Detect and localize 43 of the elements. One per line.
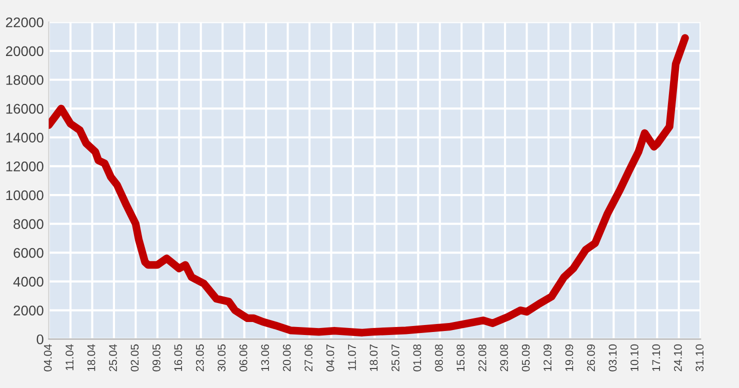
x-tick-label: 03.10 <box>608 344 617 372</box>
y-tick-label: 2000 <box>14 306 44 316</box>
x-tick-label: 20.06 <box>282 344 291 372</box>
y-tick-label: 6000 <box>14 248 44 258</box>
x-tick-label: 11.07 <box>348 344 356 370</box>
y-tick-label: 10000 <box>6 190 44 200</box>
x-tick-label: 25.07 <box>392 344 400 372</box>
x-tick-label: 19.09 <box>565 344 574 371</box>
x-tick-label: 29.08 <box>500 344 508 372</box>
x-tick-label: 15.08 <box>456 344 465 371</box>
y-tick-label: 8000 <box>14 219 44 230</box>
x-tick-label: 01.08 <box>413 344 422 372</box>
x-tick-label: 04.04 <box>44 344 52 372</box>
x-tick-label: 31.10 <box>696 344 704 372</box>
y-tick-label: 18000 <box>6 75 44 85</box>
y-tick-label: 20000 <box>6 46 44 56</box>
y-tick-label: 4000 <box>13 276 44 287</box>
x-tick-label: 05.09 <box>522 344 530 372</box>
x-tick-label: 18.04 <box>87 344 96 371</box>
x-tick-label: 27.06 <box>304 344 312 372</box>
x-tick-label: 13.06 <box>261 344 270 371</box>
x-tick-label: 09.05 <box>152 344 160 372</box>
x-tick-label: 16.05 <box>174 344 182 371</box>
x-tick-label: 02.05 <box>130 344 139 372</box>
x-tick-label: 26.09 <box>587 344 595 372</box>
x-tick-label: 24.10 <box>674 344 682 372</box>
x-tick-label: 08.08 <box>434 344 443 372</box>
x-tick-label: 25.04 <box>109 344 117 372</box>
x-tick-label: 11.04 <box>66 344 74 370</box>
x-tick-label: 23.05 <box>196 344 204 372</box>
x-tick-label: 12.09 <box>544 344 552 371</box>
x-tick-label: 22.08 <box>478 344 486 372</box>
y-tick-label: 22000 <box>6 17 44 28</box>
x-tick-label: 06.06 <box>239 344 248 372</box>
y-tick-label: 12000 <box>6 162 44 172</box>
y-tick-label: 14000 <box>6 132 44 143</box>
y-tick-label: 0 <box>36 334 44 344</box>
x-tick-label: 10.10 <box>630 344 638 371</box>
x-tick-label: 30.05 <box>218 344 226 372</box>
y-tick-label: 16000 <box>6 104 44 114</box>
x-tick-label: 04.07 <box>326 344 334 372</box>
x-tick-label: 18.07 <box>370 344 378 371</box>
x-tick-label: 17.10 <box>652 344 660 371</box>
